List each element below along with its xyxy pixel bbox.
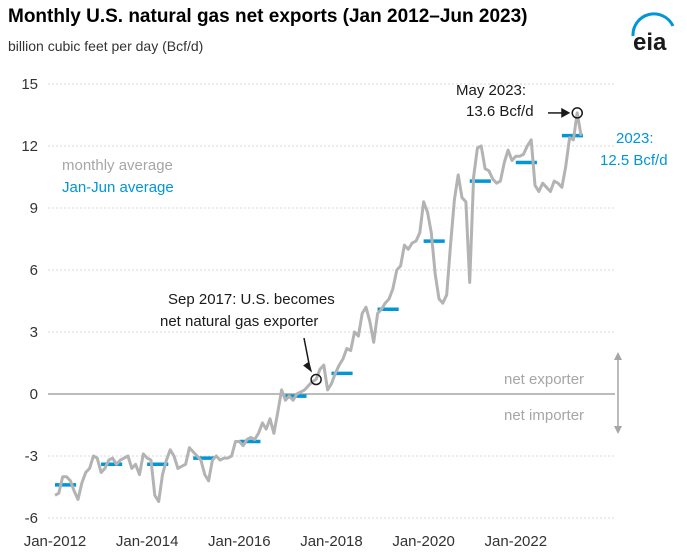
exporter-arrow-head — [614, 352, 622, 360]
y-tick-label: 12 — [21, 138, 38, 155]
y-tick-label: 9 — [30, 200, 38, 217]
x-tick-label: Jan-2018 — [300, 533, 363, 550]
y-tick-label: -6 — [25, 510, 38, 527]
chart-subtitle: billion cubic feet per day (Bcf/d) — [8, 38, 204, 54]
crossover-arrow-head — [303, 361, 313, 373]
gridlines — [48, 83, 615, 519]
net-importer-label: net importer — [504, 407, 584, 424]
y-axis-ticks: 15 12 9 6 3 0 -3 -6 — [21, 76, 38, 527]
peak-annotation-line-1: May 2023: — [456, 82, 526, 99]
legend-monthly-average: monthly average — [62, 157, 173, 174]
x-tick-label: Jan-2014 — [116, 533, 179, 550]
net-exporter-label: net exporter — [504, 371, 584, 388]
logo-arc — [631, 12, 675, 37]
peak-arrow-head — [561, 107, 571, 118]
legend-jan-jun-average: Jan-Jun average — [62, 179, 174, 196]
x-tick-label: Jan-2020 — [392, 533, 455, 550]
chart-title: Monthly U.S. natural gas net exports (Ja… — [8, 6, 528, 27]
y-tick-label: 0 — [30, 386, 38, 403]
x-tick-label: Jan-2022 — [485, 533, 548, 550]
y-tick-label: 15 — [21, 76, 38, 93]
y-tick-label: 6 — [30, 262, 38, 279]
crossover-annotation-line-2: net natural gas exporter — [160, 313, 318, 330]
annotations: monthly average Jan-Jun average Sep 2017… — [62, 82, 668, 434]
x-tick-label: Jan-2016 — [208, 533, 271, 550]
peak-marker — [571, 107, 583, 119]
logo-text: eia — [633, 29, 667, 56]
importer-arrow-head — [614, 426, 622, 434]
peak-annotation-line-2: 13.6 Bcf/d — [466, 103, 534, 120]
avg2023-annotation-line-2: 12.5 Bcf/d — [600, 152, 668, 169]
eia-logo-icon: eia — [631, 12, 675, 56]
y-tick-label: 3 — [30, 324, 38, 341]
crossover-marker — [310, 373, 322, 386]
y-tick-label: -3 — [25, 448, 38, 465]
avg2023-annotation-line-1: 2023: — [616, 130, 654, 147]
crossover-annotation-line-1: Sep 2017: U.S. becomes — [168, 291, 335, 308]
x-tick-label: Jan-2012 — [24, 533, 87, 550]
x-axis-ticks: Jan-2012 Jan-2014 Jan-2016 Jan-2018 Jan-2020… — [24, 533, 547, 550]
